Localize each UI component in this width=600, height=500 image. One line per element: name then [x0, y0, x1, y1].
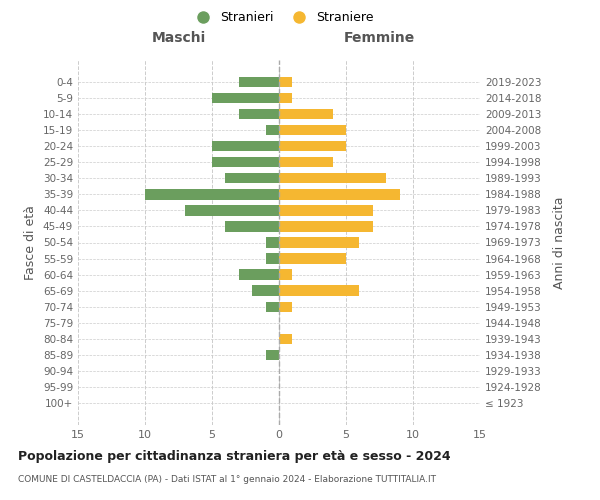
Bar	[226, 173, 279, 184]
Bar	[279, 108, 332, 119]
Bar	[279, 334, 292, 344]
Text: Popolazione per cittadinanza straniera per età e sesso - 2024: Popolazione per cittadinanza straniera p…	[18, 450, 451, 463]
Bar	[279, 141, 346, 152]
Text: COMUNE DI CASTELDACCIA (PA) - Dati ISTAT al 1° gennaio 2024 - Elaborazione TUTTI: COMUNE DI CASTELDACCIA (PA) - Dati ISTAT…	[18, 475, 436, 484]
Bar	[279, 221, 373, 232]
Bar	[212, 92, 279, 103]
Bar	[279, 157, 332, 168]
Bar	[239, 270, 279, 280]
Bar	[266, 350, 279, 360]
Text: Femmine: Femmine	[344, 31, 415, 45]
Bar	[145, 189, 279, 200]
Bar	[185, 205, 279, 216]
Bar	[279, 76, 292, 87]
Y-axis label: Fasce di età: Fasce di età	[25, 205, 37, 280]
Bar	[239, 108, 279, 119]
Bar	[279, 238, 359, 248]
Bar	[252, 286, 279, 296]
Bar	[279, 125, 346, 135]
Y-axis label: Anni di nascita: Anni di nascita	[553, 196, 566, 289]
Bar	[279, 302, 292, 312]
Bar	[279, 254, 346, 264]
Bar	[212, 141, 279, 152]
Text: Maschi: Maschi	[151, 31, 206, 45]
Bar	[266, 302, 279, 312]
Bar	[239, 76, 279, 87]
Bar	[212, 157, 279, 168]
Bar	[279, 205, 373, 216]
Bar	[266, 238, 279, 248]
Legend: Stranieri, Straniere: Stranieri, Straniere	[185, 6, 379, 29]
Bar	[226, 221, 279, 232]
Bar	[279, 189, 400, 200]
Bar	[279, 92, 292, 103]
Bar	[266, 254, 279, 264]
Bar	[279, 286, 359, 296]
Bar	[279, 173, 386, 184]
Bar	[279, 270, 292, 280]
Bar	[266, 125, 279, 135]
